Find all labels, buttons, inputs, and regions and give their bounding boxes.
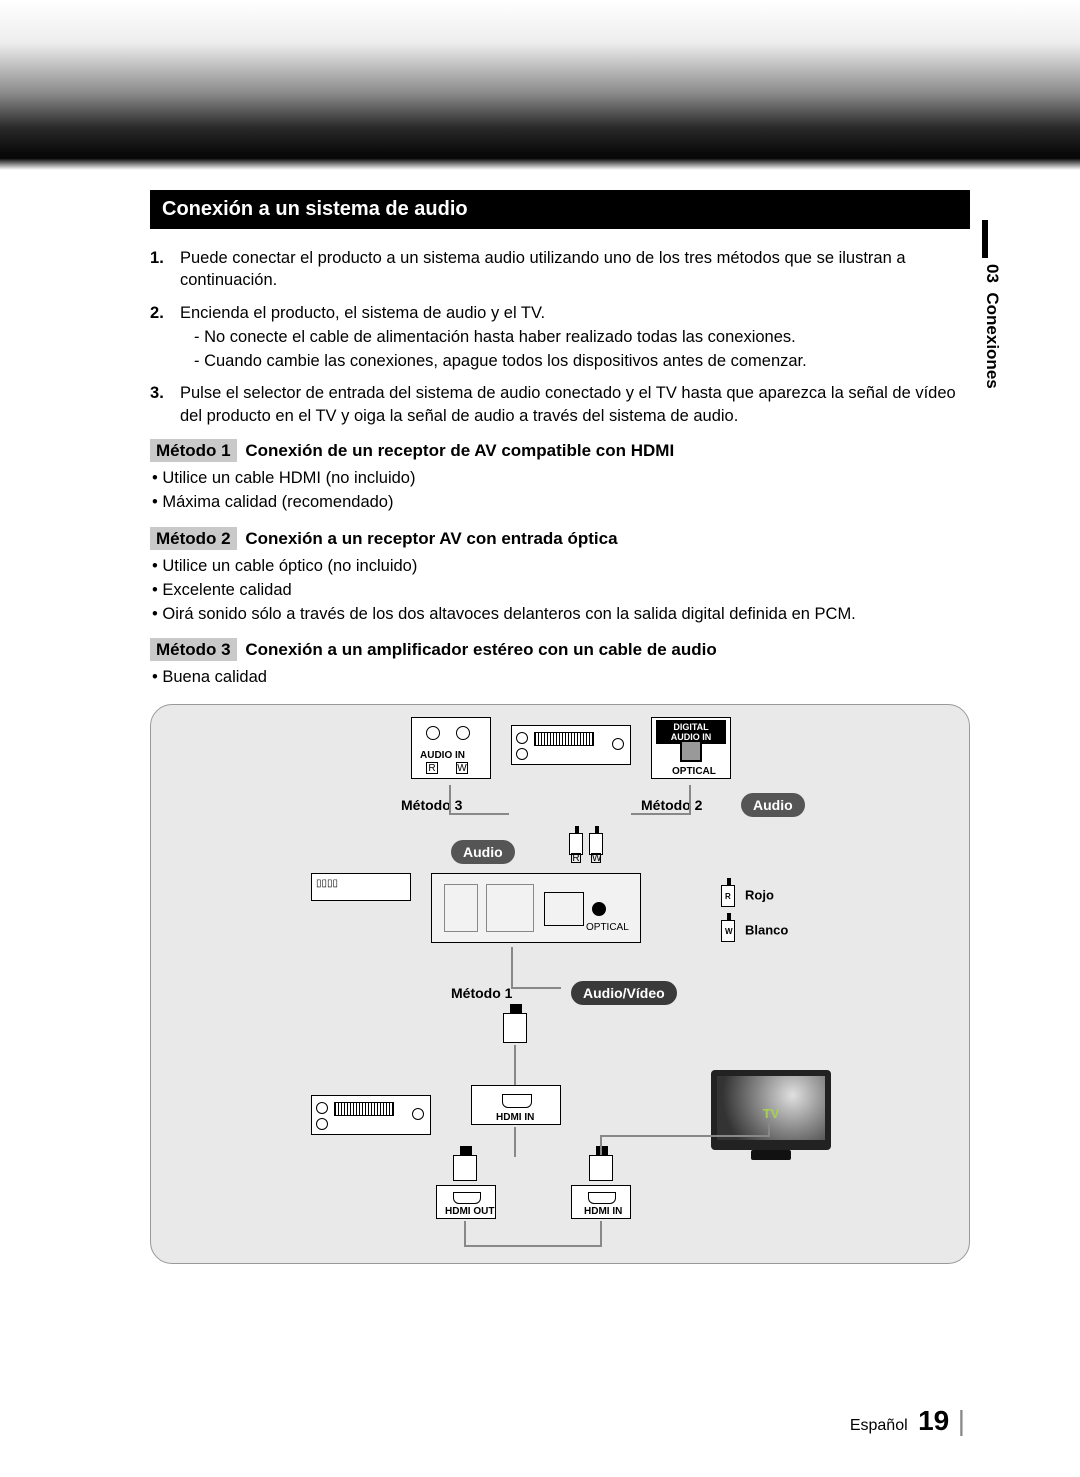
step-2: Encienda el producto, el sistema de audi… xyxy=(150,302,970,373)
audio-pill-left: Audio xyxy=(451,840,515,864)
method2-label: Método 2 xyxy=(641,797,702,813)
hdmi-connector-mid xyxy=(503,1013,527,1043)
footer-page-number: 19 xyxy=(918,1405,949,1436)
method-1-heading: Método 1 Conexión de un receptor de AV c… xyxy=(150,441,970,461)
av-receiver-top xyxy=(511,725,631,765)
top-gradient-band xyxy=(0,0,1080,170)
rca-plug-w xyxy=(589,833,603,855)
audiovideo-pill: Audio/Vídeo xyxy=(571,981,677,1005)
method-3-bullets: Buena calidad xyxy=(150,666,970,690)
av-receiver-bottom xyxy=(311,1095,431,1135)
method1-label: Método 1 xyxy=(451,985,512,1001)
product-player: ▯▯▯▯ xyxy=(311,873,411,901)
connection-diagram: AUDIO IN R W DIGITAL AUDIO IN OPTICAL Mé… xyxy=(150,704,970,1264)
footer-language: Español xyxy=(850,1417,908,1434)
hdmi-in-tv-box: HDMI IN xyxy=(571,1185,631,1219)
legend-blanco: WBlanco xyxy=(721,920,788,942)
page-footer: Español 19 | xyxy=(850,1405,965,1437)
legend-rojo: RRojo xyxy=(721,885,774,907)
section-title: Conexión a un sistema de audio xyxy=(150,190,970,229)
step-1: Puede conectar el producto a un sistema … xyxy=(150,247,970,292)
hdmi-connector-tv xyxy=(589,1155,613,1181)
tv-device: TV xyxy=(711,1070,831,1150)
step-3: Pulse el selector de entrada del sistema… xyxy=(150,382,970,427)
optical-in-box: DIGITAL AUDIO IN OPTICAL xyxy=(651,717,731,779)
method3-label: Método 3 xyxy=(401,797,462,813)
method-1-bullets: Utilice un cable HDMI (no incluido) Máxi… xyxy=(150,467,970,515)
audio-pill-right: Audio xyxy=(741,793,805,817)
instruction-list: Puede conectar el producto a un sistema … xyxy=(150,247,970,427)
method-2-bullets: Utilice un cable óptico (no incluido) Ex… xyxy=(150,555,970,627)
rca-plug-r xyxy=(569,833,583,855)
hdmi-out-box: HDMI OUT xyxy=(436,1185,496,1219)
hdmi-in-box: HDMI IN xyxy=(471,1085,561,1125)
method-2-heading: Método 2 Conexión a un receptor AV con e… xyxy=(150,529,970,549)
hdmi-connector-out xyxy=(453,1155,477,1181)
rear-panel: OPTICAL xyxy=(431,873,641,943)
method-3-heading: Método 3 Conexión a un amplificador esté… xyxy=(150,640,970,660)
stereo-amp-box: AUDIO IN R W xyxy=(411,717,491,779)
